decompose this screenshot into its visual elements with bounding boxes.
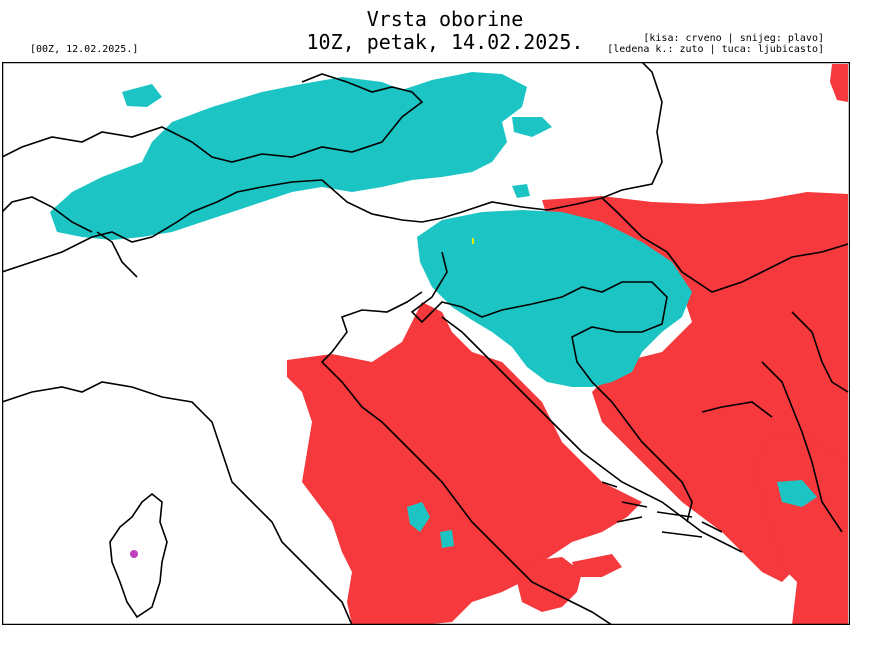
- border-line-5: [410, 251, 693, 523]
- rain-area-south: [517, 557, 582, 612]
- chart-subtitle: 10Z, petak, 14.02.2025.: [306, 30, 584, 54]
- map-frame: [2, 62, 850, 625]
- rain-area-italy: [287, 302, 642, 625]
- legend-line-1: [kisa: crveno | snijeg: plavo]: [643, 33, 824, 44]
- snow-area-west: [122, 84, 162, 107]
- freezing-rain-spot: [472, 238, 474, 244]
- rain-area-small: [572, 554, 622, 577]
- hail-areas: [130, 550, 138, 558]
- precipitation-map: [2, 62, 850, 625]
- border-line-east: [701, 311, 849, 533]
- rain-area-ne-corner: [830, 64, 848, 102]
- islands: [601, 481, 723, 538]
- border-line-1: [2, 73, 424, 163]
- border-line-2: [2, 179, 323, 273]
- coastline-adriatic: [320, 291, 613, 625]
- chart-title: Vrsta oborine: [366, 7, 524, 31]
- freezing-rain-areas: [472, 238, 474, 244]
- borders: [2, 62, 849, 625]
- init-time-label: [00Z, 12.02.2025.]: [30, 44, 139, 55]
- snow-area-east-spots: [777, 480, 817, 507]
- snow-area-blob2: [512, 117, 552, 137]
- coastline-italy-west: [2, 381, 353, 625]
- hail-spot: [130, 550, 138, 558]
- coastline-dalmatia: [441, 316, 743, 553]
- corsica-coast: [109, 492, 168, 619]
- border-line-west: [2, 196, 138, 278]
- legend: [kisa: crveno | snijeg: plavo] [ledena k…: [607, 33, 824, 55]
- rain-areas: [287, 64, 848, 625]
- border-line-4: [601, 197, 849, 293]
- snow-area-italy-spots: [407, 502, 454, 548]
- snow-area-blob1: [512, 184, 530, 198]
- rain-area-east: [757, 432, 848, 625]
- legend-line-2: [ledena k.: zuto | tuca: ljubicasto]: [607, 44, 824, 55]
- border-line-3: [321, 62, 663, 223]
